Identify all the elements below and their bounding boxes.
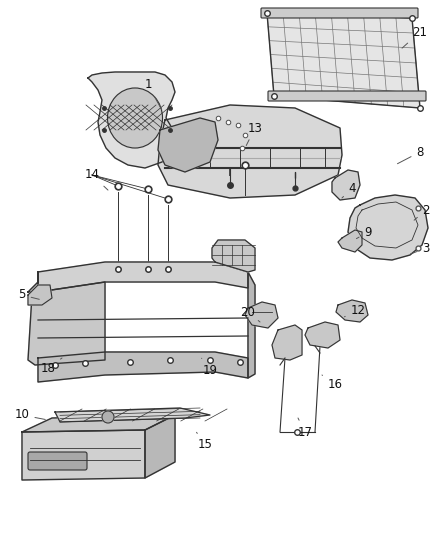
Polygon shape [22, 415, 175, 432]
Polygon shape [267, 13, 420, 108]
Polygon shape [28, 272, 105, 365]
Polygon shape [88, 72, 176, 168]
Polygon shape [38, 352, 248, 382]
Polygon shape [38, 262, 248, 292]
Text: 18: 18 [41, 358, 62, 375]
Text: 8: 8 [397, 146, 424, 164]
Text: 12: 12 [344, 303, 365, 317]
Polygon shape [338, 230, 362, 252]
Ellipse shape [107, 88, 162, 148]
Polygon shape [245, 302, 278, 328]
Text: 2: 2 [414, 204, 430, 220]
Text: 5: 5 [18, 288, 39, 302]
Polygon shape [348, 195, 428, 260]
Text: 13: 13 [246, 122, 262, 146]
Polygon shape [158, 118, 218, 172]
Polygon shape [158, 105, 342, 198]
Polygon shape [28, 285, 52, 305]
FancyBboxPatch shape [268, 91, 426, 101]
Polygon shape [55, 408, 210, 422]
Polygon shape [22, 430, 145, 480]
Text: 17: 17 [297, 418, 312, 439]
Text: 21: 21 [402, 26, 427, 48]
Text: 1: 1 [144, 78, 162, 110]
Text: 3: 3 [410, 241, 430, 254]
Polygon shape [336, 300, 368, 322]
Text: 20: 20 [240, 305, 260, 322]
Circle shape [102, 411, 114, 423]
Text: 19: 19 [201, 358, 218, 376]
Text: 4: 4 [342, 182, 356, 198]
Text: 15: 15 [197, 432, 212, 451]
Polygon shape [305, 322, 340, 348]
Polygon shape [272, 325, 302, 360]
Polygon shape [248, 272, 255, 378]
FancyBboxPatch shape [261, 8, 418, 18]
Text: 10: 10 [14, 408, 45, 422]
Polygon shape [332, 170, 360, 200]
Text: 9: 9 [357, 225, 372, 239]
Text: 16: 16 [322, 375, 343, 392]
Polygon shape [145, 415, 175, 478]
Text: 14: 14 [85, 168, 108, 190]
FancyBboxPatch shape [28, 452, 87, 470]
Polygon shape [212, 240, 255, 272]
